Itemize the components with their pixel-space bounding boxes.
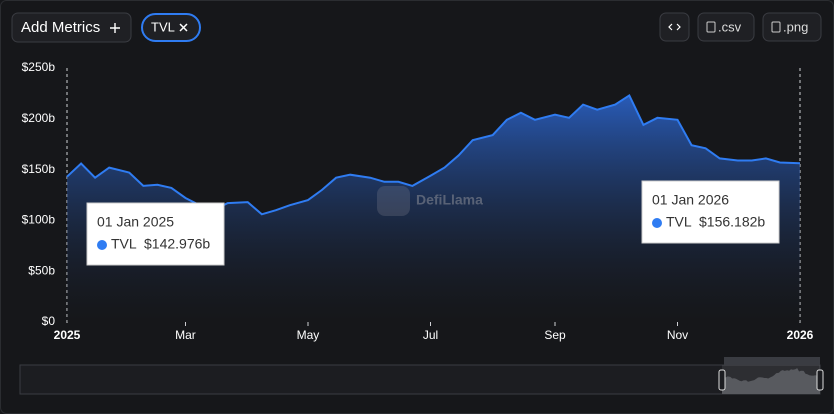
- brush-grip[interactable]: [724, 357, 820, 365]
- x-tick-label: 2026: [787, 328, 814, 342]
- file-icon: [706, 21, 716, 33]
- png-label: .png: [783, 19, 808, 34]
- tooltip-series: TVL: [111, 236, 137, 252]
- y-tick-label: $150b: [22, 162, 56, 176]
- watermark: DefiLlama: [416, 192, 483, 208]
- brush-handle[interactable]: [718, 369, 726, 391]
- brush-track[interactable]: [19, 364, 821, 395]
- tooltip-dot: [97, 240, 107, 250]
- brush-handle[interactable]: [816, 369, 824, 391]
- x-tick-label: Jul: [423, 328, 438, 342]
- y-tick-label: $0: [42, 314, 56, 328]
- embed-button[interactable]: [659, 12, 690, 42]
- y-tick-label: $200b: [22, 111, 56, 125]
- png-button[interactable]: [762, 12, 822, 42]
- x-tick-label: Mar: [175, 328, 196, 342]
- tooltip-value: $156.182b: [699, 214, 765, 230]
- tooltip-series: TVL: [666, 214, 692, 230]
- y-tick-label: $100b: [22, 213, 56, 227]
- tooltip-value: $142.976b: [144, 236, 210, 252]
- csv-label: .csv: [718, 19, 742, 34]
- plus-icon: [110, 23, 120, 33]
- metric-chip-label: TVL: [151, 19, 175, 34]
- watermark-logo: [377, 186, 410, 216]
- brush-window: [722, 365, 820, 394]
- tooltip-date: 01 Jan 2025: [97, 214, 174, 230]
- line: [66, 93, 801, 216]
- y-tick-label: $250b: [22, 60, 56, 74]
- x-tick-label: May: [297, 328, 320, 342]
- x-tick-label: 2025: [54, 328, 81, 342]
- csv-button[interactable]: [697, 12, 755, 42]
- tooltip-date: 01 Jan 2026: [652, 192, 729, 208]
- tooltip-dot: [652, 218, 662, 228]
- x-tick-label: Nov: [667, 328, 688, 342]
- brush-area: [722, 368, 820, 394]
- metric-chip[interactable]: [141, 13, 201, 42]
- file-icon: [771, 21, 781, 33]
- tooltip: [641, 180, 780, 244]
- add-metrics-label: Add Metrics: [21, 19, 100, 36]
- remove-icon[interactable]: [179, 23, 188, 32]
- code-icon: [668, 23, 681, 31]
- x-tick-label: Sep: [544, 328, 566, 342]
- y-tick-label: $50b: [28, 263, 55, 277]
- tooltip: [86, 202, 225, 266]
- area: [67, 95, 800, 323]
- add-metrics-button[interactable]: [11, 12, 132, 43]
